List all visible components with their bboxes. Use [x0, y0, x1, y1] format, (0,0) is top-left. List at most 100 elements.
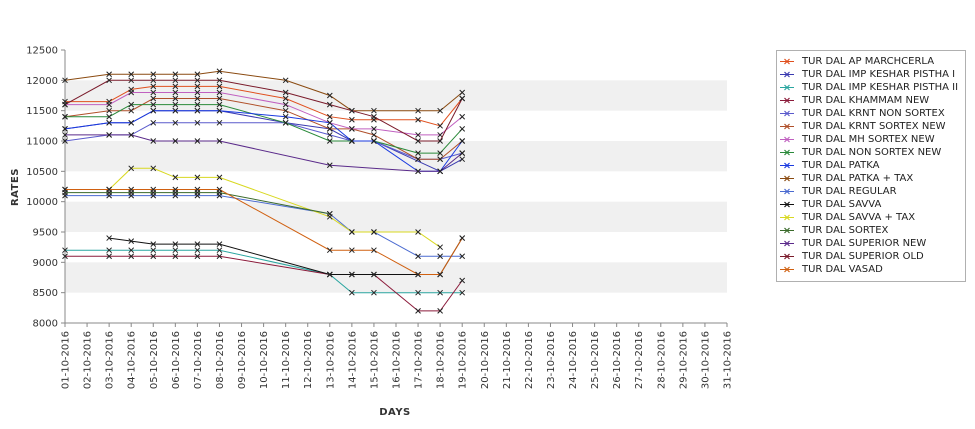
series-layer: [62, 68, 466, 314]
legend-marker: [780, 251, 794, 262]
legend-label: TUR DAL KHAMMAM NEW: [802, 95, 930, 106]
data-point: [437, 168, 443, 175]
x-tick-label: 10-10-2016: [259, 331, 270, 389]
data-point: [415, 107, 421, 114]
data-point: [62, 113, 68, 120]
legend-item: TUR DAL NON SORTEX NEW: [777, 147, 965, 158]
data-point: [128, 107, 135, 114]
grid-band: [65, 80, 727, 111]
data-point: [216, 77, 223, 84]
data-point: [62, 186, 68, 193]
data-point: [106, 71, 112, 78]
data-point: [106, 101, 112, 108]
data-point: [194, 101, 201, 108]
data-point: [437, 271, 443, 278]
data-point: [128, 89, 135, 96]
legend-marker: [780, 238, 794, 249]
legend-marker: [780, 212, 794, 223]
series-group: [62, 132, 466, 175]
data-point: [172, 101, 179, 108]
series-line: [65, 192, 330, 215]
data-point: [459, 113, 466, 120]
data-point: [371, 289, 377, 296]
y-axis-ticks: 8000 8500 9000 9500 10000 10500 11000 11500 1200…: [26, 46, 65, 330]
data-point: [459, 89, 466, 96]
data-point: [459, 138, 466, 144]
data-point: [216, 83, 223, 90]
data-point: [128, 238, 135, 244]
data-point: [128, 132, 135, 138]
x-tick-label: 08-10-2016: [215, 331, 226, 389]
data-point: [415, 168, 421, 175]
data-point: [128, 186, 135, 193]
data-point: [371, 126, 377, 132]
data-point: [172, 77, 179, 84]
series-group: [62, 95, 466, 163]
series-line: [64, 110, 463, 172]
legend-label: TUR DAL SORTEX: [802, 225, 889, 236]
data-point: [216, 68, 223, 75]
data-point: [415, 253, 421, 260]
data-point: [282, 107, 289, 114]
legend-marker: [780, 264, 794, 275]
data-point: [106, 119, 112, 126]
data-point: [172, 247, 179, 254]
data-point: [172, 253, 179, 260]
data-point: [194, 138, 201, 144]
data-point: [128, 119, 135, 126]
data-point: [282, 101, 289, 108]
data-point: [415, 138, 421, 144]
data-point: [172, 119, 179, 126]
data-point: [62, 132, 68, 138]
legend-label: TUR DAL SAVVA: [802, 199, 882, 210]
legend-label: TUR DAL REGULAR: [802, 186, 897, 197]
data-point: [150, 107, 157, 114]
y-tick-label: 11500: [26, 106, 58, 117]
data-point: [194, 119, 201, 126]
data-point: [216, 95, 223, 102]
legend-item: TUR DAL SAVVA: [777, 199, 965, 210]
data-point: [371, 271, 377, 278]
data-point: [349, 107, 355, 114]
data-point: [459, 289, 466, 296]
legend-label: TUR DAL SUPERIOR OLD: [802, 251, 924, 262]
data-point: [128, 77, 135, 84]
data-point: [194, 71, 201, 78]
data-point: [415, 150, 421, 156]
data-point: [371, 138, 377, 144]
x-tick-label: 01-10-2016: [61, 331, 72, 389]
x-axis-ticks: 01-10-2016 02-10-2016 03-10-2016 04-10-2016…: [61, 323, 734, 389]
x-tick-label: 11-10-2016: [281, 331, 292, 389]
data-point: [349, 126, 355, 132]
data-point: [282, 119, 289, 126]
data-point: [349, 247, 355, 254]
data-point: [216, 138, 223, 144]
data-point: [106, 132, 112, 138]
data-point: [194, 247, 201, 254]
series-group: [62, 186, 466, 278]
data-point: [150, 119, 157, 126]
legend-item: TUR DAL PATKA: [777, 160, 965, 171]
legend-label: TUR DAL MH SORTEX NEW: [802, 134, 935, 145]
series-line: [64, 122, 463, 160]
legend-item: TUR DAL KRNT SORTEX NEW: [777, 121, 965, 132]
x-tick-label: 05-10-2016: [149, 331, 160, 389]
data-point: [437, 107, 443, 114]
legend-marker: [780, 147, 794, 158]
data-point: [459, 277, 466, 284]
data-point: [415, 308, 421, 314]
legend-marker: [780, 199, 794, 210]
legend-label: TUR DAL SUPERIOR NEW: [802, 238, 927, 249]
data-point: [459, 126, 466, 132]
data-point: [459, 235, 466, 241]
y-tick-label: 9000: [33, 258, 58, 269]
legend-marker: [780, 108, 794, 119]
data-point: [371, 229, 377, 235]
grid-band: [65, 201, 727, 232]
legend-label: TUR DAL PATKA + TAX: [802, 173, 914, 184]
legend-label: TUR DAL IMP KESHAR PISTHA II: [802, 82, 959, 93]
data-point: [106, 113, 112, 120]
data-point: [282, 77, 289, 84]
x-tick-label: 03-10-2016: [105, 331, 116, 389]
